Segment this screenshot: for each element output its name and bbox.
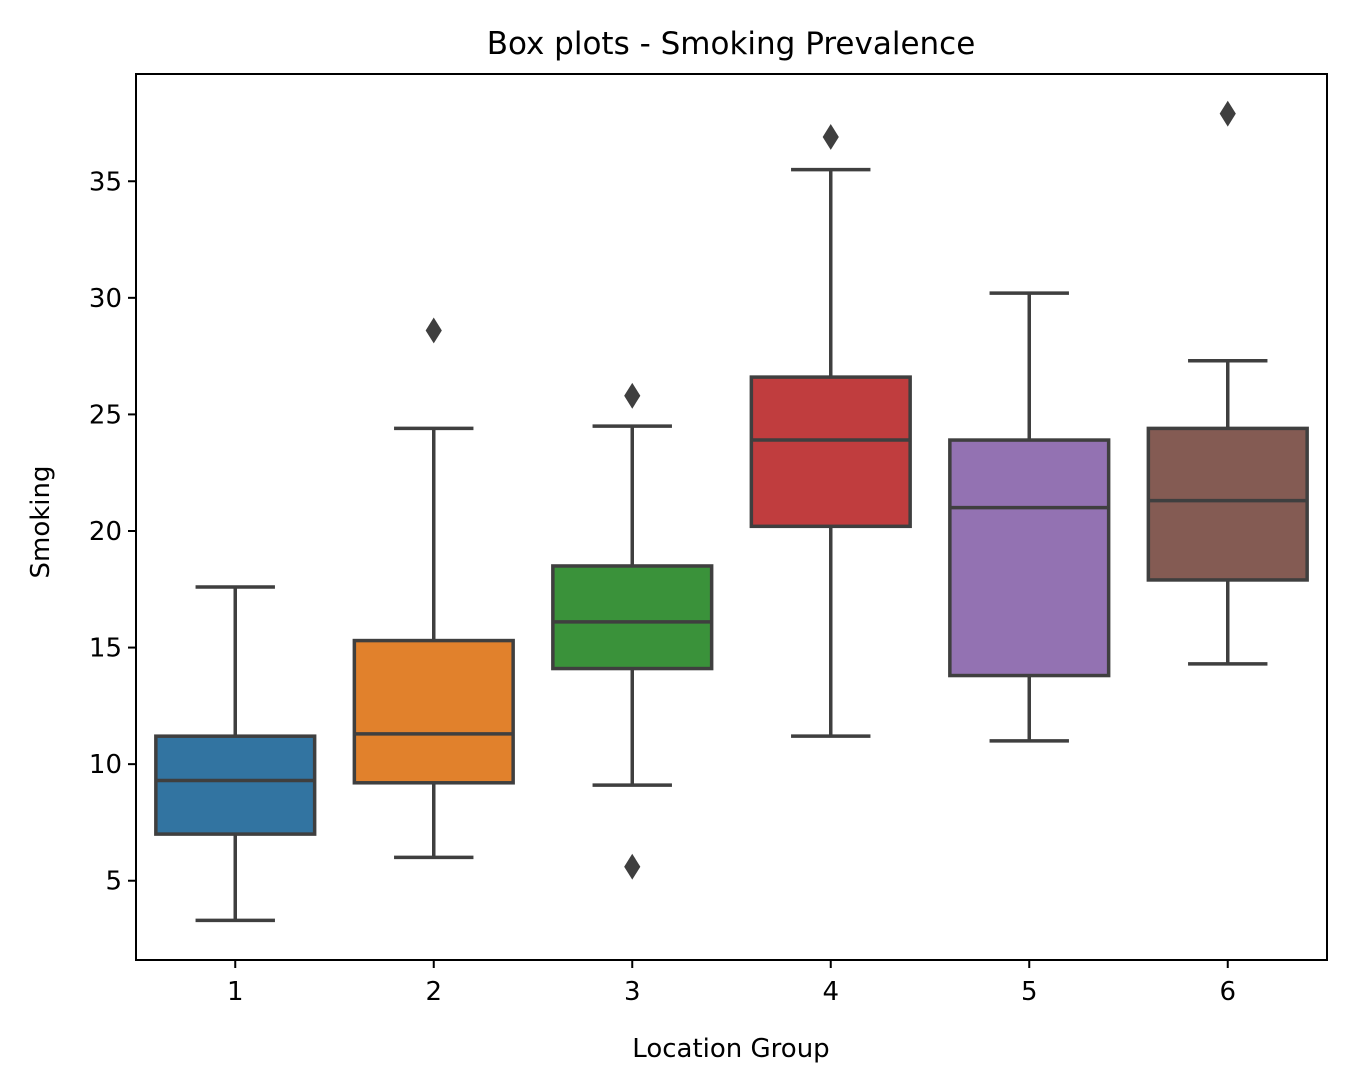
outlier-point bbox=[624, 853, 641, 880]
x-axis: 1 2 3 4 5 6 bbox=[227, 960, 1236, 1007]
iqr-box bbox=[154, 734, 317, 836]
iqr-box bbox=[1146, 426, 1309, 582]
y-tick-label: 10 bbox=[89, 750, 122, 780]
iqr-box bbox=[551, 564, 714, 671]
y-tick-label: 5 bbox=[105, 867, 122, 897]
x-tick-label: 5 bbox=[1021, 977, 1038, 1007]
axes-frame bbox=[135, 73, 1328, 961]
box-group-6 bbox=[1146, 100, 1309, 666]
x-tick-label: 1 bbox=[227, 977, 244, 1007]
iqr-box bbox=[749, 375, 912, 529]
outlier-point bbox=[822, 124, 839, 150]
y-tick-label: 25 bbox=[89, 400, 122, 430]
y-tick-label: 20 bbox=[89, 517, 122, 547]
iqr-box bbox=[352, 638, 515, 785]
outlier-point bbox=[624, 382, 641, 409]
x-tick-label: 3 bbox=[624, 977, 641, 1007]
box-group-3 bbox=[551, 382, 714, 880]
x-axis-label: Location Group bbox=[632, 1034, 829, 1064]
outlier-point bbox=[425, 317, 442, 344]
x-tick-label: 4 bbox=[822, 977, 839, 1007]
plot-area bbox=[154, 100, 1309, 923]
y-axis: 5 10 15 20 25 30 35 bbox=[89, 167, 136, 897]
iqr-box bbox=[948, 438, 1111, 678]
outlier-point bbox=[1219, 100, 1236, 127]
y-axis-label: Smoking bbox=[26, 465, 56, 578]
box-group-2 bbox=[352, 317, 515, 860]
y-tick-label: 35 bbox=[89, 167, 122, 197]
chart-title: Box plots - Smoking Prevalence bbox=[487, 26, 976, 62]
x-tick-label: 2 bbox=[425, 977, 442, 1007]
box-group-5 bbox=[948, 291, 1111, 743]
box-group-1 bbox=[154, 585, 317, 923]
y-tick-label: 30 bbox=[89, 284, 122, 314]
x-tick-label: 6 bbox=[1219, 977, 1236, 1007]
box-group-4 bbox=[749, 124, 912, 738]
y-tick-label: 15 bbox=[89, 634, 122, 664]
